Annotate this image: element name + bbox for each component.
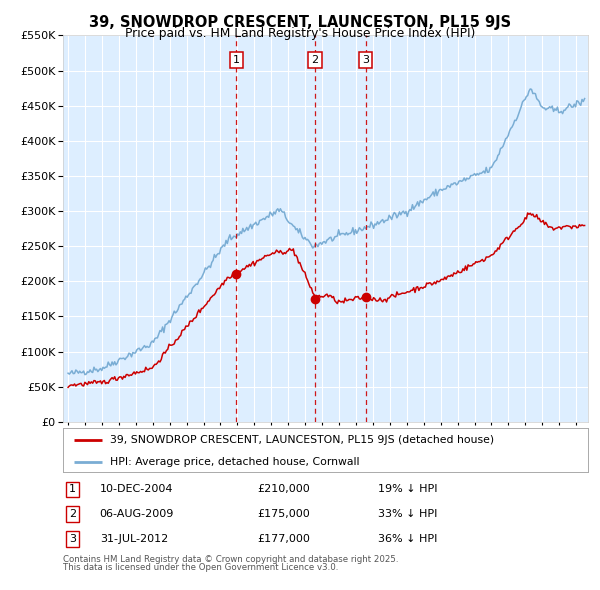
Text: 06-AUG-2009: 06-AUG-2009 bbox=[100, 509, 174, 519]
Text: 33% ↓ HPI: 33% ↓ HPI bbox=[378, 509, 437, 519]
Text: 1: 1 bbox=[69, 484, 76, 494]
Text: £177,000: £177,000 bbox=[257, 534, 310, 544]
Text: 2: 2 bbox=[311, 55, 319, 65]
Text: 19% ↓ HPI: 19% ↓ HPI bbox=[378, 484, 437, 494]
Text: Price paid vs. HM Land Registry's House Price Index (HPI): Price paid vs. HM Land Registry's House … bbox=[125, 27, 475, 40]
Text: 3: 3 bbox=[69, 534, 76, 544]
Text: 1: 1 bbox=[233, 55, 240, 65]
Text: 31-JUL-2012: 31-JUL-2012 bbox=[100, 534, 168, 544]
Text: This data is licensed under the Open Government Licence v3.0.: This data is licensed under the Open Gov… bbox=[63, 563, 338, 572]
Text: HPI: Average price, detached house, Cornwall: HPI: Average price, detached house, Corn… bbox=[110, 457, 360, 467]
Text: 39, SNOWDROP CRESCENT, LAUNCESTON, PL15 9JS: 39, SNOWDROP CRESCENT, LAUNCESTON, PL15 … bbox=[89, 15, 511, 30]
Text: 2: 2 bbox=[69, 509, 76, 519]
Text: 36% ↓ HPI: 36% ↓ HPI bbox=[378, 534, 437, 544]
Text: 3: 3 bbox=[362, 55, 369, 65]
Text: 39, SNOWDROP CRESCENT, LAUNCESTON, PL15 9JS (detached house): 39, SNOWDROP CRESCENT, LAUNCESTON, PL15 … bbox=[110, 435, 494, 445]
Text: £175,000: £175,000 bbox=[257, 509, 310, 519]
Text: 10-DEC-2004: 10-DEC-2004 bbox=[100, 484, 173, 494]
Text: Contains HM Land Registry data © Crown copyright and database right 2025.: Contains HM Land Registry data © Crown c… bbox=[63, 555, 398, 563]
Text: £210,000: £210,000 bbox=[257, 484, 310, 494]
